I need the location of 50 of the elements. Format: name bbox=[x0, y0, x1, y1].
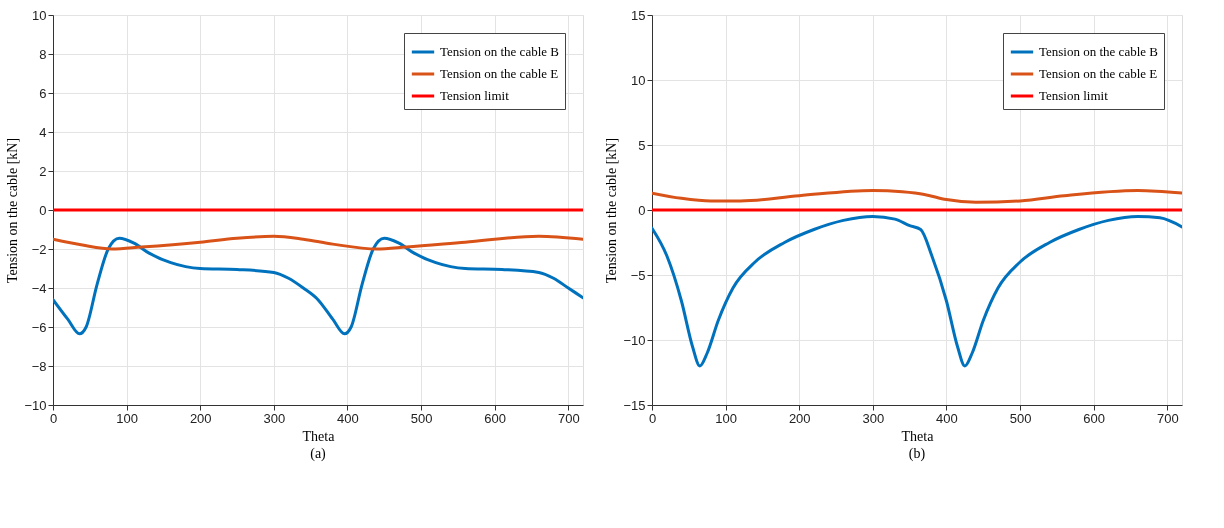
legend-label: Tension on the cable B bbox=[1039, 44, 1159, 59]
y-tick-label: −8 bbox=[31, 358, 47, 374]
legend-label: Tension limit bbox=[1039, 88, 1109, 103]
x-tick-label: 0 bbox=[49, 410, 58, 426]
y-tick-label: 2 bbox=[39, 163, 47, 179]
x-axis-title: Theta bbox=[901, 428, 935, 444]
x-tick-label: 100 bbox=[715, 410, 737, 426]
legend-label: Tension on the cable E bbox=[440, 66, 559, 81]
y-tick-label: −5 bbox=[630, 267, 646, 283]
y-tick-label: −2 bbox=[31, 241, 47, 257]
line-series bbox=[53, 236, 583, 336]
text: (a) bbox=[310, 446, 327, 462]
text: (b) bbox=[908, 446, 926, 462]
y-tick-label: 5 bbox=[638, 137, 646, 153]
x-tick-label: 500 bbox=[410, 410, 433, 426]
y-tick-label: 4 bbox=[39, 124, 47, 140]
line-series bbox=[652, 189, 1182, 204]
y-axis-title: Tension on the cable [kN] bbox=[604, 137, 620, 284]
y-tick-label: −10 bbox=[623, 332, 646, 348]
line-series bbox=[53, 234, 583, 251]
y-tick-label: 6 bbox=[39, 85, 47, 101]
x-tick-label: 0 bbox=[648, 410, 657, 426]
x-tick-label: 200 bbox=[189, 410, 212, 426]
x-tick-label: 400 bbox=[337, 410, 359, 426]
y-tick-label: −6 bbox=[31, 319, 47, 335]
y-tick-label: 8 bbox=[39, 46, 47, 62]
y-tick-label: 0 bbox=[638, 202, 646, 218]
x-tick-label: 300 bbox=[862, 410, 885, 426]
x-tick-label: 400 bbox=[936, 410, 958, 426]
y-tick-label: −4 bbox=[31, 280, 47, 296]
x-tick-label: 100 bbox=[116, 410, 138, 426]
legend-label: Tension on the cable B bbox=[440, 44, 560, 59]
x-axis-title: Theta bbox=[302, 428, 336, 444]
legend-label: Tension limit bbox=[440, 88, 510, 103]
x-tick-label: 200 bbox=[788, 410, 811, 426]
y-axis-title: Tension on the cable [kN] bbox=[5, 137, 21, 284]
x-tick-label: 600 bbox=[484, 410, 507, 426]
y-tick-label: 0 bbox=[39, 202, 47, 218]
legend-label: Tension on the cable E bbox=[1039, 66, 1158, 81]
x-tick-label: 700 bbox=[557, 410, 580, 426]
line-series bbox=[652, 215, 1182, 368]
y-tick-label: 10 bbox=[32, 7, 47, 23]
x-tick-label: 300 bbox=[263, 410, 286, 426]
y-tick-label: 15 bbox=[631, 7, 646, 23]
x-tick-label: 600 bbox=[1083, 410, 1106, 426]
y-tick-label: −15 bbox=[623, 397, 646, 413]
x-tick-label: 700 bbox=[1156, 410, 1179, 426]
x-tick-label: 500 bbox=[1009, 410, 1032, 426]
y-tick-label: −10 bbox=[24, 397, 47, 413]
y-tick-label: 10 bbox=[631, 72, 646, 88]
